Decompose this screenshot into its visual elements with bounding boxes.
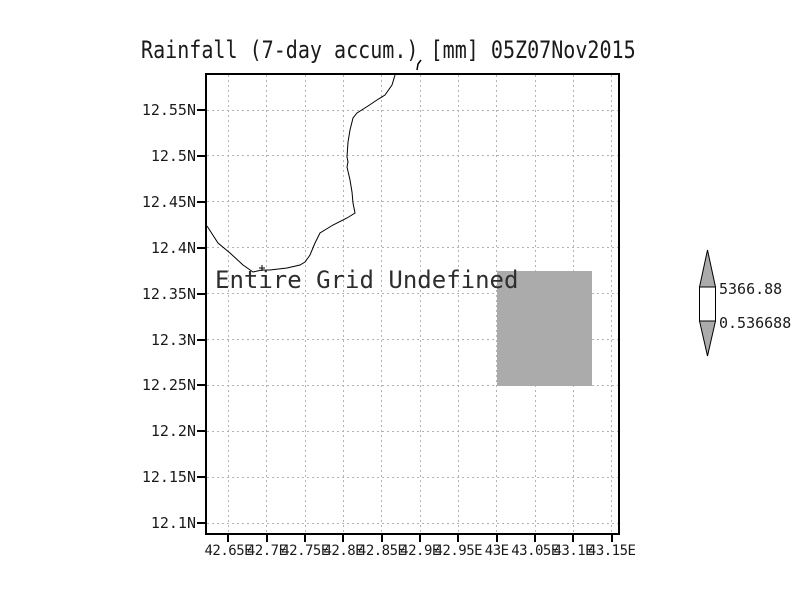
y-tick-label: 12.5N <box>150 146 196 165</box>
grid-line-horizontal <box>207 293 618 295</box>
y-tick-label: 12.2N <box>150 422 196 441</box>
y-axis-tick <box>197 109 205 111</box>
y-axis-tick <box>197 154 205 157</box>
coastline-fragment <box>416 59 422 71</box>
y-tick-label: 12.1N <box>150 514 196 533</box>
grid-line-horizontal <box>207 384 618 386</box>
grid-line-vertical <box>227 75 229 533</box>
y-tick-label: 12.35N <box>141 284 196 303</box>
colorbar-max-label: 5366.88 <box>719 280 783 298</box>
x-tick-label: 42.85E <box>357 543 406 559</box>
grid-line-horizontal <box>207 339 618 340</box>
grid-line-vertical <box>457 75 459 533</box>
x-axis-tick <box>265 535 268 542</box>
x-axis-tick <box>495 535 498 542</box>
grid-undefined-annotation: Entire Grid Undefined <box>215 266 519 294</box>
y-axis-tick <box>197 384 205 387</box>
y-axis-tick <box>197 292 205 295</box>
y-tick-label: 12.25N <box>141 376 196 395</box>
y-axis-tick <box>197 200 205 203</box>
coastline-path <box>207 75 396 273</box>
y-axis-tick <box>197 522 205 525</box>
y-tick-label: 12.4N <box>150 238 196 257</box>
x-axis-tick <box>342 535 345 542</box>
x-axis-tick <box>610 535 613 542</box>
y-tick-label: 12.3N <box>150 330 196 349</box>
x-axis-tick <box>457 535 460 542</box>
grid-line-horizontal <box>207 247 618 249</box>
x-tick-label: 43E <box>484 543 509 559</box>
undefined-data-region <box>497 271 592 386</box>
grid-line-horizontal <box>207 522 618 524</box>
x-axis-tick <box>227 535 230 542</box>
grid-line-vertical <box>496 75 498 533</box>
grid-line-horizontal <box>207 476 618 478</box>
y-axis-tick <box>197 246 205 249</box>
x-axis-tick <box>304 535 306 542</box>
y-axis-tick <box>197 430 205 433</box>
colorbar-arrow-down <box>699 320 716 357</box>
x-tick-label: 42.75E <box>281 543 329 559</box>
colorbar <box>699 249 716 357</box>
colorbar-min-label: 0.536688 <box>719 314 792 332</box>
grid-line-vertical <box>611 75 613 533</box>
grid-line-horizontal <box>207 201 618 203</box>
x-axis-tick <box>419 535 421 542</box>
grid-line-vertical <box>304 75 306 533</box>
grid-line-horizontal <box>207 155 618 157</box>
y-axis-tick <box>197 476 205 479</box>
grid-line-vertical <box>342 75 344 533</box>
islet-cross-mark <box>259 265 265 271</box>
x-tick-label: 42.65E <box>204 543 253 559</box>
grid-line-horizontal <box>207 430 618 432</box>
grid-line-horizontal <box>207 109 618 111</box>
x-tick-label: 42.7E <box>246 543 287 559</box>
grid-line-vertical <box>381 75 383 533</box>
grid-line-vertical <box>266 75 268 533</box>
x-tick-label: 43.1E <box>553 543 594 559</box>
y-tick-label: 12.55N <box>141 101 196 119</box>
x-tick-label: 43.15E <box>587 543 636 559</box>
coastline <box>207 75 396 273</box>
y-tick-label: 12.15N <box>141 468 196 487</box>
y-axis-tick <box>197 338 205 341</box>
colorbar-arrow-up <box>699 249 716 288</box>
x-tick-label: 42.8E <box>323 543 364 559</box>
x-axis-tick <box>380 535 383 542</box>
x-axis-tick <box>534 535 536 542</box>
x-tick-label: 42.9E <box>400 543 440 559</box>
grid-line-vertical <box>419 75 421 533</box>
map-plot-area <box>205 73 620 535</box>
x-tick-label: 43.05E <box>511 543 559 559</box>
x-tick-label: 42.95E <box>434 543 483 559</box>
page-title: Rainfall (7-day accum.) [mm] 05Z07Nov201… <box>141 36 636 64</box>
x-axis-tick <box>572 535 575 542</box>
y-tick-label: 12.45N <box>141 192 196 211</box>
colorbar-band <box>699 286 716 322</box>
